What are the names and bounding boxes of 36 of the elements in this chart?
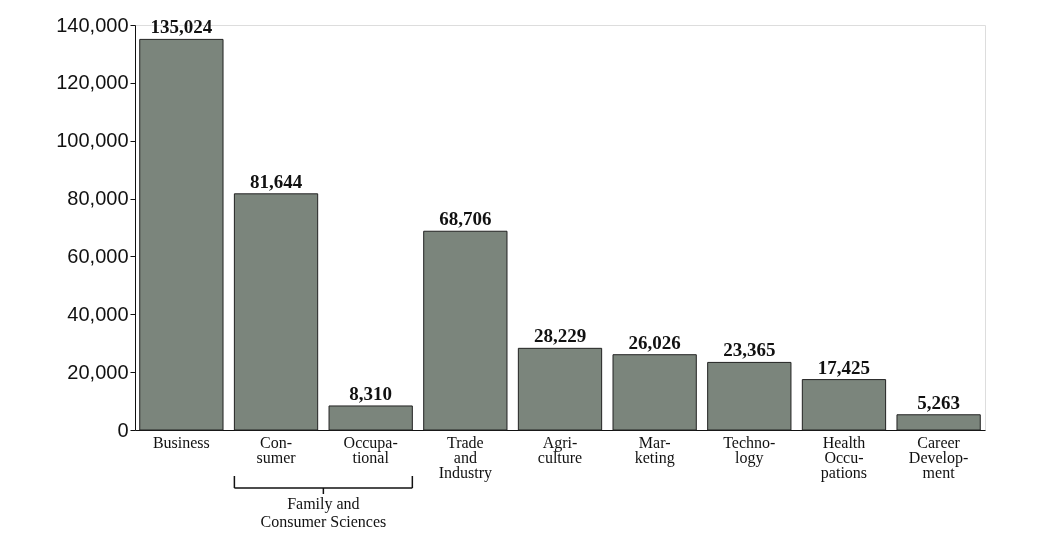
data-label: 23,365 [723, 339, 776, 361]
text: Family and Consumer Sciences [260, 495, 387, 530]
y-tick-label: 0 [117, 418, 129, 441]
y-tick-label: 60,000 [67, 244, 129, 267]
data-label: 8,310 [349, 382, 393, 404]
data-label: 26,026 [628, 331, 681, 353]
bar [896, 414, 981, 431]
bar [612, 354, 697, 431]
bar [233, 193, 319, 431]
bar [517, 347, 603, 431]
x-tick-label: Techno- logy [723, 433, 776, 467]
bar [707, 361, 792, 431]
data-label: 5,263 [917, 391, 960, 413]
y-tick-label: 40,000 [67, 302, 129, 325]
data-label: 81,644 [249, 170, 303, 192]
x-tick-label: Business [152, 433, 210, 451]
data-label: 135,024 [150, 16, 213, 38]
y-tick-label: 140,000 [56, 13, 129, 36]
data-label: 17,425 [817, 356, 871, 378]
y-tick-label: 120,000 [56, 71, 129, 94]
bar [328, 405, 413, 431]
y-tick-label: 80,000 [67, 187, 129, 210]
x-tick-label: Health Occu- pations [820, 433, 868, 482]
x-tick-label: Con- sumer [256, 433, 297, 466]
y-tick-label: 20,000 [67, 360, 129, 383]
bar [801, 379, 887, 431]
x-tick-label: Mar- keting [634, 433, 675, 467]
data-label: 68,706 [439, 208, 492, 230]
x-tick-label: Career Develop- ment [908, 433, 969, 481]
x-tick-label: Agri- culture [537, 433, 583, 466]
x-tick-label: Occupa- tional [343, 433, 398, 466]
bar [423, 230, 508, 431]
x-tick-label: Trade and Industry [438, 433, 493, 482]
bar [139, 38, 224, 431]
y-tick-label: 100,000 [56, 129, 129, 152]
data-label: 28,229 [533, 325, 587, 347]
